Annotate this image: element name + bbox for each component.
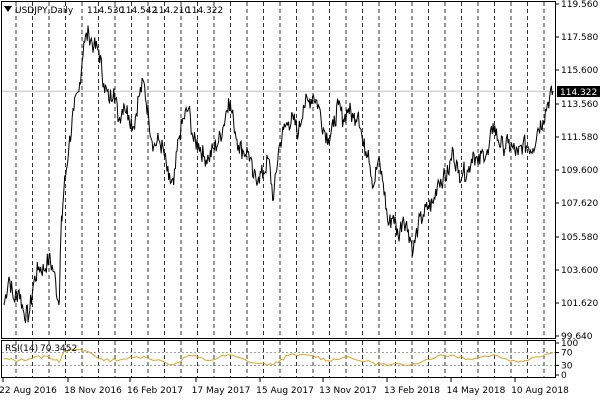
- time-tick-label: 13 Feb 2018: [384, 386, 440, 396]
- current-price-text: 114.322: [560, 88, 597, 98]
- dropdown-triangle-icon[interactable]: [4, 6, 12, 12]
- rsi-value: 70.3452: [40, 344, 77, 354]
- rsi-tick-label: 30: [561, 361, 573, 371]
- price-series: [3, 25, 554, 324]
- high-value: 114.542: [120, 6, 157, 16]
- price-tick-label: 105.580: [561, 233, 598, 243]
- rsi-tick-label: 100: [561, 339, 578, 349]
- time-tick-label: 17 May 2017: [192, 386, 251, 396]
- rsi-tick-label: 0: [561, 371, 567, 381]
- vertical-grid-lines: [15, 2, 545, 377]
- price-tick-label: 99.640: [561, 332, 593, 342]
- rsi-level-lines: [2, 352, 555, 366]
- price-tick-label: 101.620: [561, 299, 598, 309]
- price-tick-label: 117.580: [561, 33, 598, 43]
- low-value: 114.210: [153, 6, 190, 16]
- time-axis: 22 Aug 2016 18 Nov 2016 16 Feb 2017 17 May …: [0, 378, 569, 396]
- price-tick-label: 115.600: [561, 66, 598, 76]
- time-tick-label: 16 Feb 2017: [127, 386, 183, 396]
- time-tick-label: 18 Nov 2016: [64, 386, 122, 396]
- price-axis: 119.560 117.580 115.600 113.560 111.580 109.6…: [555, 0, 598, 342]
- time-tick-label: 14 May 2018: [447, 386, 506, 396]
- rsi-panel-frame: [1, 340, 556, 378]
- price-tick-label: 119.560: [561, 0, 598, 10]
- rsi-tick-label: 70: [561, 349, 573, 359]
- time-tick-label: 10 Aug 2018: [511, 386, 569, 396]
- rsi-series: [3, 348, 554, 366]
- time-tick-label: 13 Nov 2017: [319, 386, 377, 396]
- price-tick-label: 109.600: [561, 166, 598, 176]
- symbol-label: USDJPY,Daily: [15, 6, 74, 16]
- time-tick-label: 22 Aug 2016: [0, 386, 57, 396]
- price-tick-label: 113.560: [561, 100, 598, 110]
- price-tick-label: 111.580: [561, 133, 598, 143]
- price-tick-label: 107.620: [561, 199, 598, 209]
- close-value: 114.322: [186, 6, 223, 16]
- rsi-line: [3, 348, 554, 366]
- current-price-badge: [557, 86, 600, 97]
- price-panel-frame: [1, 1, 556, 339]
- time-tick-label: 15 Aug 2017: [256, 386, 314, 396]
- rsi-label: RSI(14): [5, 344, 38, 354]
- price-tick-label: 103.600: [561, 266, 598, 276]
- price-line: [3, 25, 554, 324]
- open-value: 114.530: [87, 6, 124, 16]
